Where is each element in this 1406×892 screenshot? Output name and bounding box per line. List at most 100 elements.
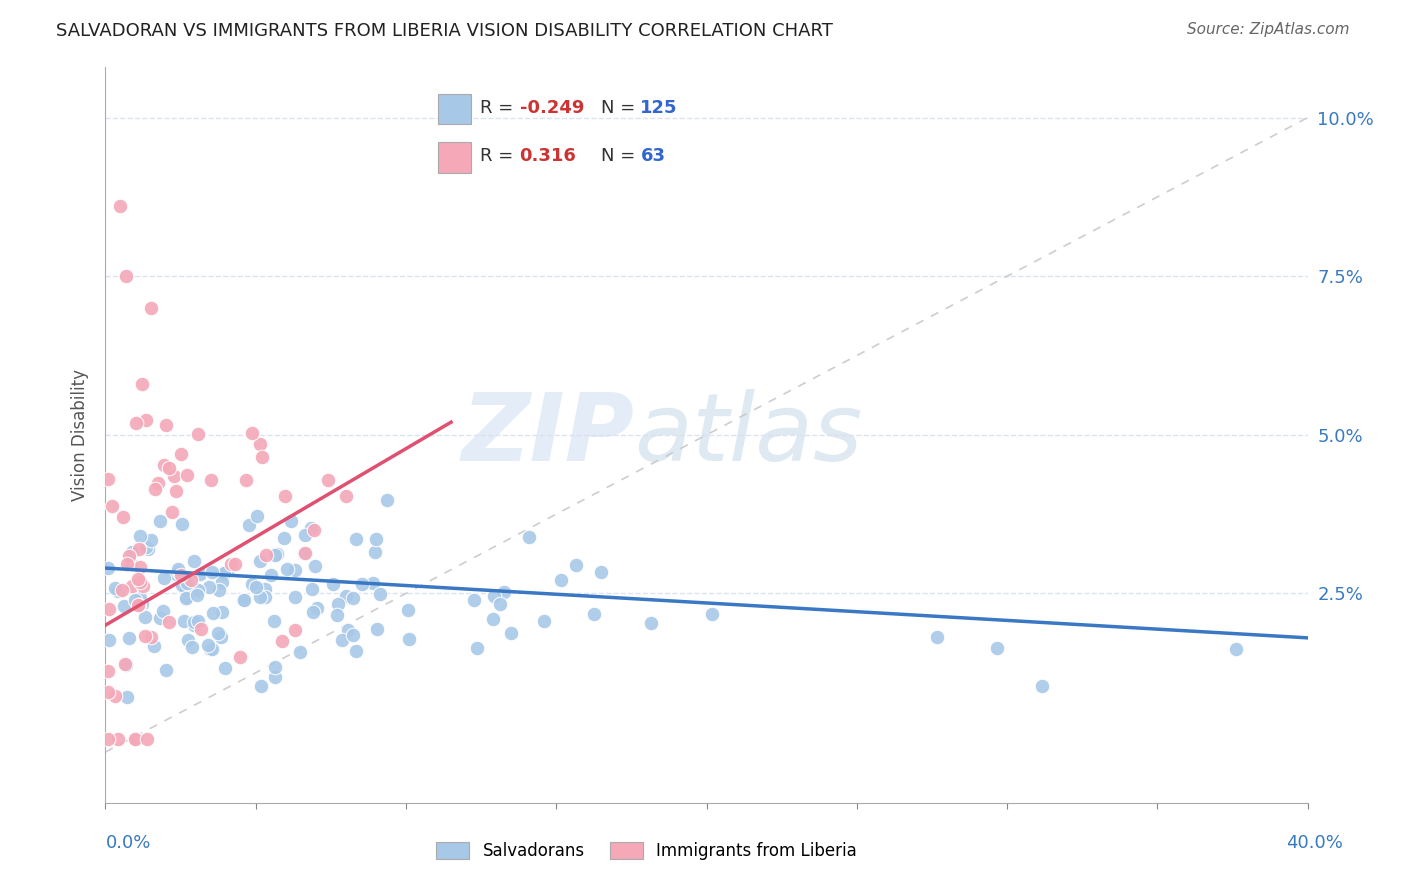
Legend: Salvadorans, Immigrants from Liberia: Salvadorans, Immigrants from Liberia: [427, 833, 865, 868]
Point: [640, 616, 662, 631]
Point: [209, 630, 232, 644]
Point: [174, 591, 197, 606]
Point: [198, 641, 221, 656]
Point: [249, 437, 271, 451]
Point: [208, 582, 231, 597]
Point: [111, 582, 134, 597]
Point: [352, 577, 374, 591]
Point: [149, 610, 172, 624]
Point: [224, 558, 246, 572]
Point: [288, 644, 311, 658]
Point: [118, 549, 141, 564]
Point: [215, 564, 238, 578]
Point: [212, 566, 235, 580]
Text: SALVADORAN VS IMMIGRANTS FROM LIBERIA VISION DISABILITY CORRELATION CHART: SALVADORAN VS IMMIGRANTS FROM LIBERIA VI…: [56, 22, 834, 40]
Point: [134, 629, 156, 643]
Point: [488, 598, 510, 612]
Point: [180, 573, 202, 587]
Point: [330, 633, 353, 648]
Point: [127, 598, 149, 612]
Point: [131, 579, 153, 593]
Text: 40.0%: 40.0%: [1286, 834, 1343, 852]
Point: [249, 554, 271, 568]
Point: [364, 533, 387, 547]
Point: [260, 568, 283, 582]
Point: [273, 531, 295, 545]
Point: [335, 589, 357, 603]
Point: [211, 605, 233, 619]
Point: [254, 590, 277, 604]
Point: [135, 540, 157, 554]
Point: [128, 599, 150, 613]
Point: [125, 416, 148, 430]
Point: [167, 565, 190, 579]
Point: [114, 658, 136, 673]
Point: [115, 269, 138, 284]
Point: [134, 610, 156, 624]
Point: [148, 514, 170, 528]
Point: [1031, 679, 1053, 693]
Point: [263, 614, 285, 628]
Point: [165, 567, 187, 582]
Point: [139, 630, 162, 644]
Point: [124, 731, 146, 746]
Point: [337, 623, 360, 637]
Point: [361, 576, 384, 591]
Point: [173, 614, 195, 628]
Point: [165, 483, 187, 498]
Point: [366, 622, 388, 636]
Point: [157, 615, 180, 629]
Text: 63: 63: [641, 147, 665, 165]
Point: [328, 597, 350, 611]
Point: [187, 426, 209, 441]
Point: [104, 581, 127, 595]
Point: [143, 639, 166, 653]
Point: [200, 473, 222, 487]
Point: [582, 607, 605, 622]
Point: [183, 554, 205, 568]
Point: [925, 630, 948, 644]
Point: [240, 576, 263, 591]
Point: [307, 600, 329, 615]
Point: [702, 607, 724, 621]
Point: [266, 547, 288, 561]
Point: [121, 579, 143, 593]
Point: [160, 505, 183, 519]
Point: [124, 592, 146, 607]
Point: [233, 593, 256, 607]
Point: [143, 482, 166, 496]
Point: [517, 530, 540, 544]
Point: [986, 640, 1008, 655]
Point: [219, 558, 242, 572]
Point: [152, 458, 174, 472]
FancyBboxPatch shape: [437, 94, 471, 124]
Point: [101, 499, 124, 513]
Point: [201, 565, 224, 579]
Point: [302, 605, 325, 619]
Point: [107, 732, 129, 747]
Point: [284, 563, 307, 577]
Point: [398, 632, 420, 646]
FancyBboxPatch shape: [437, 142, 471, 173]
Point: [97, 472, 120, 486]
Point: [591, 565, 613, 579]
Point: [264, 660, 287, 674]
Point: [249, 679, 271, 693]
Point: [344, 644, 367, 658]
Point: [114, 657, 136, 672]
Point: [169, 447, 191, 461]
Point: [229, 650, 252, 665]
Point: [190, 622, 212, 636]
Point: [499, 626, 522, 640]
Text: -0.249: -0.249: [520, 99, 583, 117]
Point: [104, 689, 127, 703]
Point: [396, 603, 419, 617]
Point: [463, 592, 485, 607]
Point: [214, 661, 236, 675]
Point: [110, 199, 132, 213]
Point: [170, 568, 193, 582]
Point: [186, 588, 208, 602]
Point: [153, 571, 176, 585]
Point: [187, 614, 209, 628]
Point: [325, 608, 347, 623]
